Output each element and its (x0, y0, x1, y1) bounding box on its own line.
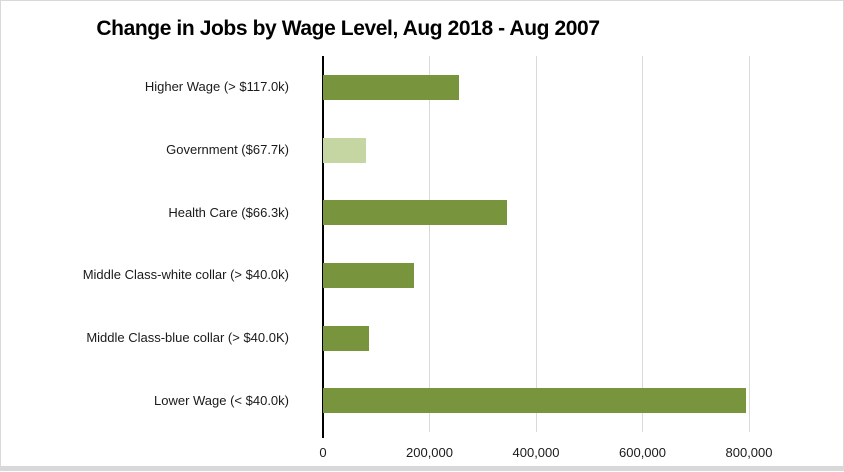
gridline (535, 56, 537, 432)
gridline (429, 56, 430, 432)
chart-bar (323, 325, 369, 351)
category-label: Middle Class-white collar (> $40.0k) (82, 267, 289, 283)
x-tick-label: 200,000 (406, 445, 453, 460)
x-tick-label: 600,000 (619, 445, 666, 460)
category-axis-line (322, 56, 324, 432)
bottom-strip (1, 466, 843, 470)
axis-tick (322, 432, 324, 438)
chart-bar (323, 388, 746, 414)
x-tick-label: 0 (319, 445, 327, 460)
chart-bar (323, 262, 414, 288)
chart-bar (323, 200, 507, 226)
chart-bar (323, 74, 459, 100)
category-label: Higher Wage (> $117.0k) (144, 79, 289, 95)
chart-bar (323, 137, 366, 163)
gridline (748, 56, 750, 432)
category-label: Lower Wage (< $40.0k) (153, 392, 289, 408)
chart-title: Change in Jobs by Wage Level, Aug 2018 -… (96, 17, 600, 40)
category-label: Government ($67.7k) (166, 142, 289, 157)
category-label: Middle Class-blue collar (> $40.0K) (86, 330, 289, 345)
x-tick-label: 400,000 (512, 445, 560, 460)
gridline (642, 56, 643, 432)
x-tick-label: 800,000 (725, 445, 773, 460)
category-label: Health Care ($66.3k) (168, 204, 289, 220)
